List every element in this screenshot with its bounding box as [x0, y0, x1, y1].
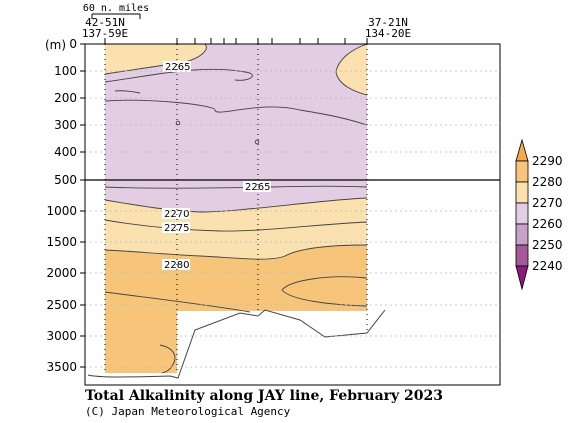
lower-fill-orange-left [105, 311, 177, 373]
end-station-lat: 37-21N [368, 16, 408, 29]
contour-line [281, 276, 368, 307]
y-axis-upper: 0 100 200 300 400 500 [54, 37, 85, 187]
contour-line [335, 44, 368, 96]
colorbar-segment [515, 160, 529, 183]
y-tick-label: 1000 [46, 204, 77, 218]
end-station-lon: 134-20E [365, 27, 411, 40]
y-tick-label: 0 [69, 37, 77, 51]
contour-line [159, 344, 176, 374]
y-tick-label: 500 [54, 173, 77, 187]
contour-line [104, 99, 368, 126]
y-tick-label: 100 [54, 64, 77, 78]
contour-line [104, 68, 253, 83]
y-tick-label: 2000 [46, 266, 77, 280]
station-lines [104, 44, 368, 373]
colorbar-label: 2280 [532, 175, 563, 189]
y-tick-label: 1500 [46, 235, 77, 249]
contour-line [104, 244, 368, 260]
upper-fill-orange [105, 44, 207, 74]
y-tick-label: 200 [54, 91, 77, 105]
y-tick-label: 3000 [46, 329, 77, 343]
colorbar-label: 2290 [532, 154, 563, 168]
upper-panel: 2265 [104, 44, 368, 180]
contour-dot [254, 139, 260, 145]
y-axis-lower: 1000 1500 2000 2500 3000 3500 [46, 204, 85, 374]
scale-bar: 60 n. miles [83, 3, 149, 19]
colorbar-segment [515, 181, 529, 204]
upper-fill-orange-right [336, 44, 367, 95]
contour-label: 2280 [164, 260, 189, 271]
colorbar-arrow-top [515, 138, 529, 162]
contour-label: 2265 [245, 182, 270, 193]
colorbar-label: 2250 [532, 238, 563, 252]
chart-credit: (C) Japan Meteorological Agency [85, 405, 291, 418]
start-station-lat: 42-51N [85, 16, 125, 29]
y-tick-label: 400 [54, 145, 77, 159]
y-tick-label: 3500 [46, 360, 77, 374]
y-tick-label: 300 [54, 118, 77, 132]
bottom-topography-line [87, 309, 386, 379]
lower-panel: 2265 2270 2275 2280 [104, 180, 368, 374]
chart-title: Total Alkalinity along JAY line, Februar… [85, 388, 443, 404]
contour-line [104, 219, 368, 232]
plot-frame [84, 43, 501, 386]
scale-bar-label: 60 n. miles [83, 3, 149, 14]
colorbar-label: 2260 [532, 217, 563, 231]
y-tick-label: 2500 [46, 298, 77, 312]
colorbar: 2290 2280 2270 2260 2250 2240 [515, 138, 563, 291]
contour-label: 2265 [165, 62, 190, 73]
y-axis-unit-label: (m) [45, 38, 66, 52]
colorbar-label: 2270 [532, 196, 563, 210]
contour-label: 2275 [164, 223, 189, 234]
colorbar-label: 2240 [532, 259, 563, 273]
start-station-lon: 137-59E [82, 27, 128, 40]
colorbar-segment [515, 223, 529, 246]
top-ticks [104, 38, 368, 44]
contour-line [104, 291, 251, 313]
contour-line [104, 197, 368, 213]
colorbar-segment [515, 202, 529, 225]
grid [85, 70, 500, 368]
colorbar-arrow-bottom [515, 265, 529, 291]
contour-dot [175, 120, 181, 126]
colorbar-segment [515, 244, 529, 267]
contour-line [114, 90, 141, 94]
